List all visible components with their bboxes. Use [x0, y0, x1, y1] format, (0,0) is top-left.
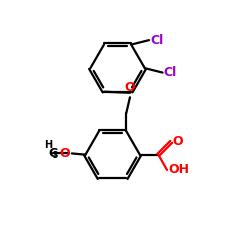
Text: O: O	[172, 135, 183, 148]
Text: C: C	[49, 147, 58, 160]
Text: Cl: Cl	[164, 66, 177, 79]
Text: OH: OH	[168, 164, 189, 176]
Text: O: O	[59, 147, 70, 160]
Text: Cl: Cl	[150, 34, 163, 47]
Text: H: H	[44, 140, 52, 150]
Text: 3: 3	[52, 151, 57, 160]
Text: O: O	[125, 81, 135, 94]
